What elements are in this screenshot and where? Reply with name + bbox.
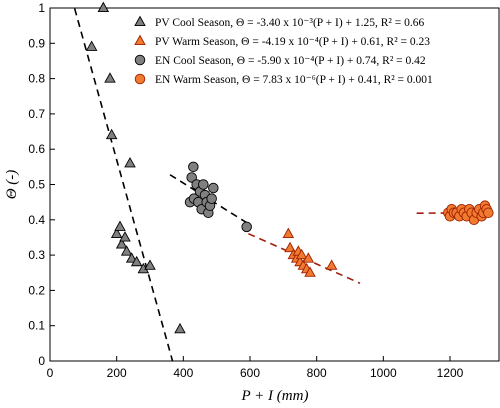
y-tick-label: 0.2 [28,283,45,297]
data-point [198,179,209,190]
legend-label: EN Cool Season, Θ = -5.90 x 10⁻⁴(P + I) … [155,55,426,67]
legend-label: PV Cool Season, Θ = -3.40 x 10⁻³(P + I) … [155,17,424,29]
data-point [282,227,295,238]
data-point [97,1,110,13]
data-point [186,172,197,183]
data-point [188,161,199,173]
legend-label: EN Warm Season, Θ = 7.83 x 10⁻⁶(P + I) +… [155,74,433,86]
legend-marker [134,15,146,27]
data-point [304,266,316,277]
data-point [105,128,118,140]
data-point [85,40,98,51]
x-axis: 0 200 400 600 800 1000 1200 [47,356,464,380]
legend: PV Cool Season, Θ = -3.40 x 10⁻³(P + I) … [134,15,433,86]
data-point [174,322,186,334]
y-tick-label: 0.7 [28,107,45,121]
data-point [119,231,131,242]
x-tick-label: 800 [307,366,327,380]
y-tick-label: 1 [38,1,45,15]
x-tick-label: 1200 [437,366,464,380]
y-axis-title: Θ (-) [4,170,20,200]
y-axis: 0 0.1 0.2 0.3 0.4 0.5 0.6 0.7 0.8 0.9 1 [28,1,55,368]
data-point [125,252,138,263]
data-point [241,221,252,233]
data-point [302,252,315,263]
data-point [206,193,217,204]
data-points [85,1,494,334]
fit-line [73,8,174,362]
data-point [325,259,338,270]
x-axis-title: P + I (mm) [241,388,309,404]
x-tick-label: 0 [47,366,54,380]
data-point [120,245,133,256]
data-point [115,238,128,249]
y-tick-label: 0 [38,354,45,368]
data-point [110,227,123,238]
legend-label: PV Warm Season, Θ = -4.19 x 10⁻⁴(P + I) … [155,36,430,48]
legend-marker [134,34,146,46]
legend-marker [134,73,146,85]
data-point [114,220,126,231]
legend-marker [134,54,146,66]
x-tick-label: 1000 [370,366,397,380]
data-point [208,182,219,194]
y-tick-label: 0.3 [28,248,45,262]
data-point [295,248,308,260]
y-tick-label: 0.8 [28,72,45,86]
data-point [483,207,494,218]
data-point [144,259,156,270]
y-tick-label: 0.1 [28,319,45,333]
x-tick-label: 600 [240,366,260,380]
y-tick-label: 0.6 [28,142,45,156]
data-point [284,241,296,253]
data-point [104,72,116,83]
data-point [124,156,136,168]
y-tick-label: 0.9 [28,36,45,50]
y-tick-label: 0.4 [28,213,45,227]
fit-line [169,174,249,225]
x-tick-label: 200 [107,366,127,380]
y-tick-label: 0.5 [28,178,45,192]
data-point [130,255,143,267]
x-tick-label: 400 [173,366,193,380]
